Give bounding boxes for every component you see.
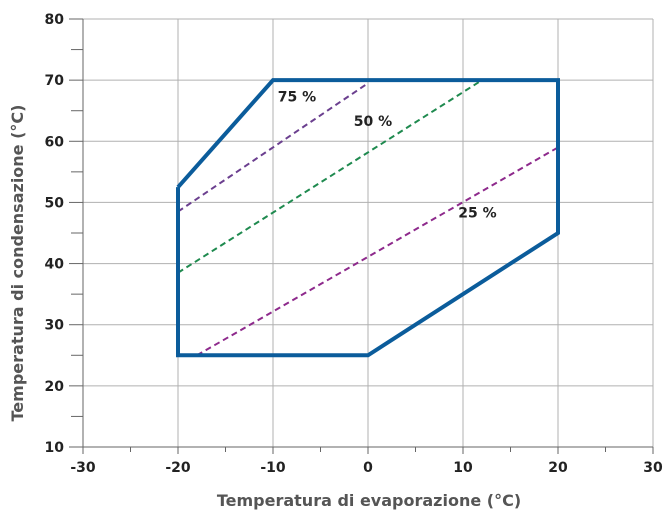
series-layer [177,79,559,357]
envelope-layer [176,78,560,358]
axis-layer: -30 -20 -10 0 10 20 30 10 20 30 40 50 60 70 80 [45,12,663,476]
x-tick-label: 10 [453,460,473,476]
operating-envelope [176,78,560,358]
x-tick-label: 30 [643,460,663,476]
y-tick-label: 20 [45,379,65,395]
series-line-75 [177,82,369,213]
x-tick-label: 0 [363,460,373,476]
grid-layer [83,18,654,447]
y-tick-label: 70 [45,73,65,89]
series-label-75: 75 % [278,90,316,106]
y-tick-label: 30 [45,318,65,334]
y-tick-label: 50 [45,195,65,211]
y-tick-label: 80 [45,12,65,28]
y-tick-label: 40 [45,257,65,273]
y-tick-label: 60 [45,134,65,150]
x-axis-title: Temperatura di evaporazione (°C) [217,491,521,510]
y-axis-title: Temperatura di condensazione (°C) [8,105,27,422]
label-layer: 75 % 50 % 25 % [278,90,497,222]
y-tick-label: 10 [45,440,65,456]
x-tick-label: -30 [70,460,96,476]
x-tick-label: -10 [260,460,286,476]
x-tick-label: 20 [548,460,568,476]
series-label-50: 50 % [354,114,392,130]
series-line-25 [196,146,559,357]
x-tick-label: -20 [165,460,191,476]
series-label-25: 25 % [458,206,496,222]
